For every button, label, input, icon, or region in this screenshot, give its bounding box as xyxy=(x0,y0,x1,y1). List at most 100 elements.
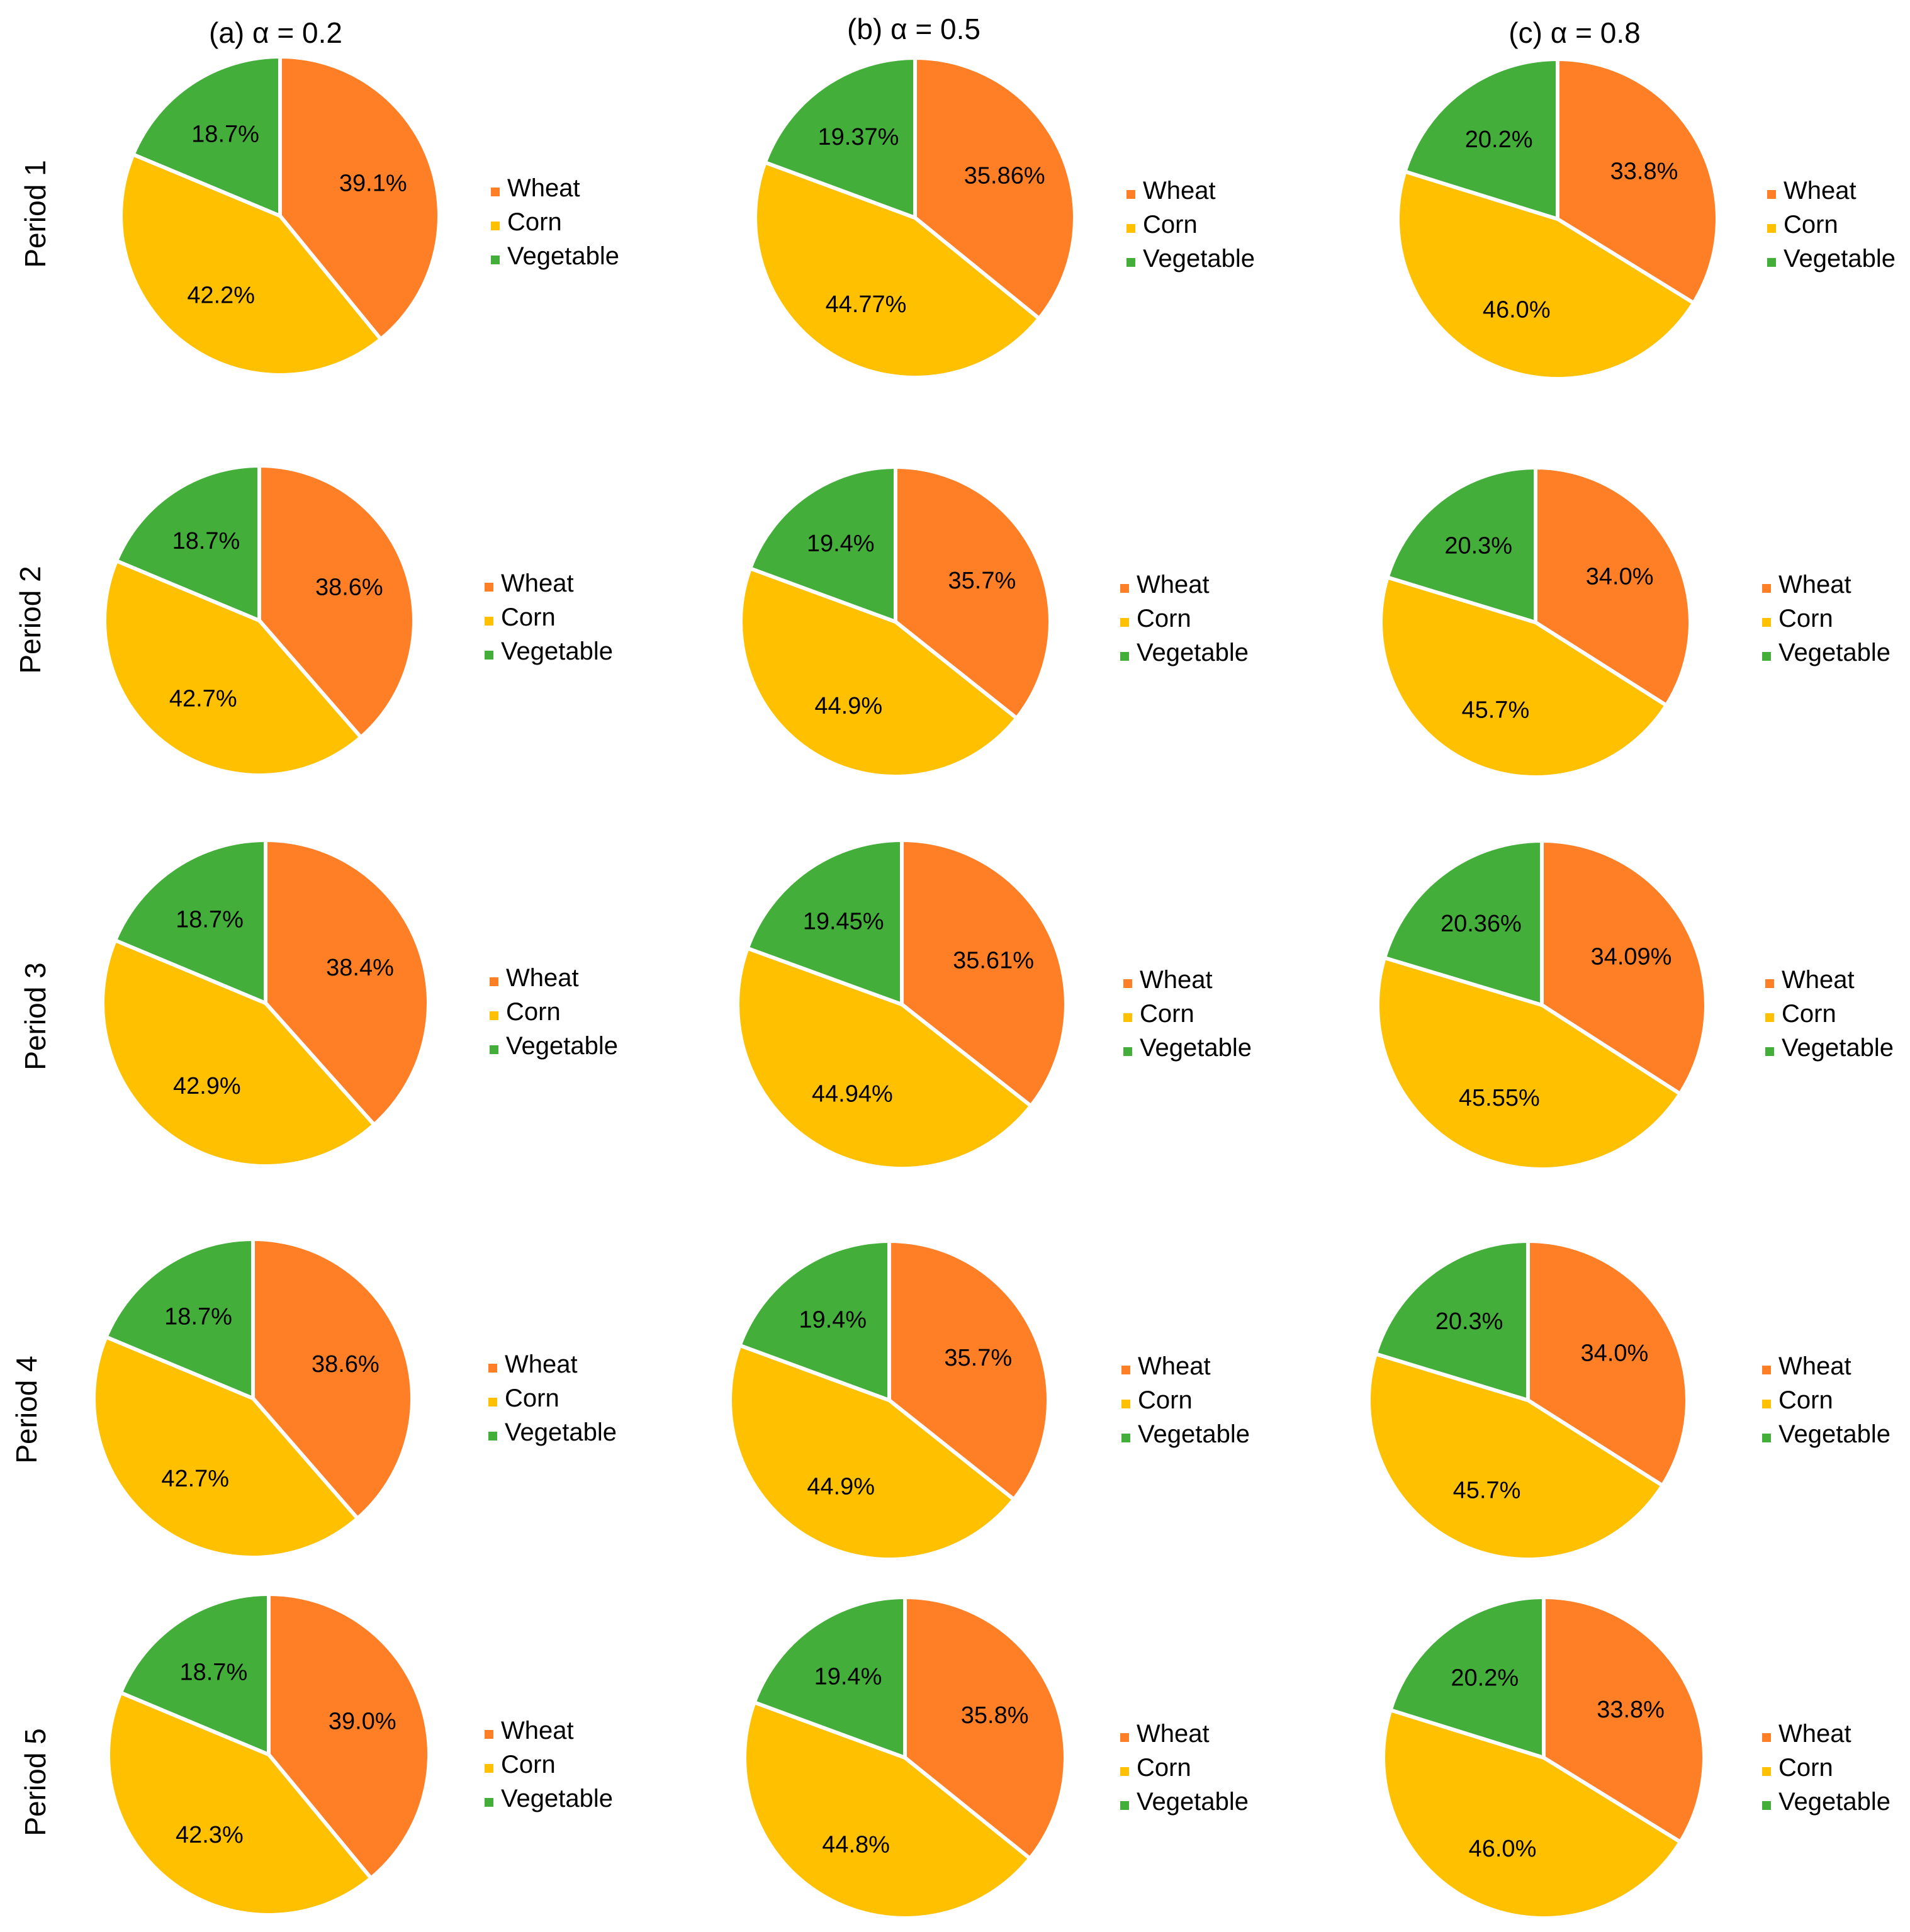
pie-panel-period-1-col1: 39.1% 42.2% 18.7% Wheat Corn Vegetable xyxy=(119,55,619,377)
pie-slice-wheat xyxy=(903,1595,1067,1861)
legend-swatch-vegetable xyxy=(485,1798,493,1807)
pie-slice-corn xyxy=(103,559,363,777)
legend-label-wheat: Wheat xyxy=(1140,966,1213,994)
pie-slice-vegetable xyxy=(752,1595,907,1760)
pie-slice-corn xyxy=(119,152,383,377)
legend-swatch-corn xyxy=(1126,224,1135,233)
legend-swatch-corn xyxy=(1765,1013,1774,1022)
pie-slice-wheat xyxy=(251,1237,414,1520)
slice-label-wheat: 35.61% xyxy=(953,947,1034,974)
legend-swatch-vegetable xyxy=(1762,652,1771,661)
legend-label-corn: Corn xyxy=(1778,1386,1833,1414)
legend-label-corn: Corn xyxy=(1143,211,1198,239)
pie-slice-corn xyxy=(92,1335,360,1559)
slice-label-wheat: 34.0% xyxy=(1586,564,1654,590)
slice-label-vegetable: 20.2% xyxy=(1465,126,1533,153)
slice-label-wheat: 35.7% xyxy=(944,1345,1012,1371)
pie-slice-corn xyxy=(1396,169,1696,381)
legend-label-wheat: Wheat xyxy=(506,964,579,992)
pie-slice-corn xyxy=(1367,1352,1665,1561)
slice-label-wheat: 35.7% xyxy=(948,568,1016,594)
slice-label-vegetable: 20.3% xyxy=(1435,1308,1503,1335)
pie-slice-vegetable xyxy=(113,838,267,1005)
legend-label-corn: Corn xyxy=(1140,1000,1194,1028)
legend-label-wheat: Wheat xyxy=(505,1351,578,1378)
slice-label-corn: 44.77% xyxy=(826,291,907,318)
pie-panel-period-1-col3: 33.8% 46.0% 20.2% Wheat Corn Vegetable xyxy=(1396,57,1896,381)
pie-panel-period-1-col2: 35.86% 44.77% 19.37% Wheat Corn Vegetable xyxy=(753,56,1255,379)
legend-swatch-vegetable xyxy=(488,1432,497,1441)
legend-swatch-vegetable xyxy=(1123,1047,1132,1056)
legend-label-corn: Corn xyxy=(507,208,562,236)
legend-swatch-corn xyxy=(485,1764,493,1773)
legend-label-wheat: Wheat xyxy=(1138,1352,1211,1380)
legend-label-wheat: Wheat xyxy=(1143,177,1216,205)
legend-label-wheat: Wheat xyxy=(1137,571,1210,598)
legend-label-corn: Corn xyxy=(501,1751,556,1778)
legend-swatch-wheat xyxy=(1762,584,1771,593)
pie-slice-vegetable xyxy=(745,838,904,1006)
legend-label-vegetable: Vegetable xyxy=(505,1418,617,1446)
legend-label-vegetable: Vegetable xyxy=(1143,245,1255,272)
legend-swatch-wheat xyxy=(490,977,498,986)
legend-label-wheat: Wheat xyxy=(501,570,574,597)
pie-panel-period-2-col2: 35.7% 44.9% 19.4% Wheat Corn Vegetable xyxy=(739,465,1249,779)
pie-slice-vegetable xyxy=(1388,1595,1546,1760)
pie-slice-corn xyxy=(1376,955,1682,1171)
pie-slice-vegetable xyxy=(104,1237,255,1400)
pie-slice-wheat xyxy=(257,464,416,739)
pie-slice-vegetable xyxy=(1373,1239,1530,1402)
row-label-period-4: Period 4 xyxy=(10,1356,43,1463)
pie-slice-wheat xyxy=(264,838,430,1127)
pie-slice-vegetable xyxy=(115,464,261,622)
column-title-a: (a) α = 0.2 xyxy=(209,16,342,49)
slice-label-corn: 45.7% xyxy=(1453,1478,1521,1504)
legend-label-corn: Corn xyxy=(1782,1000,1836,1028)
slice-label-corn: 45.7% xyxy=(1461,697,1529,724)
slice-label-wheat: 38.4% xyxy=(326,955,394,981)
legend-label-corn: Corn xyxy=(505,1384,559,1412)
pie-slice-vegetable xyxy=(1383,839,1544,1007)
legend-label-wheat: Wheat xyxy=(1778,571,1851,598)
slice-label-wheat: 33.8% xyxy=(1597,1697,1665,1723)
legend-label-wheat: Wheat xyxy=(1778,1720,1851,1748)
legend-swatch-corn xyxy=(1762,1767,1771,1776)
pie-slice-vegetable xyxy=(748,465,897,624)
legend-swatch-corn xyxy=(1762,1400,1771,1408)
pie-slice-corn xyxy=(1381,1708,1682,1920)
pie-slice-corn xyxy=(101,938,376,1168)
legend-swatch-corn xyxy=(1121,1400,1130,1408)
legend-label-vegetable: Vegetable xyxy=(1138,1420,1250,1448)
row-label-period-2: Period 2 xyxy=(14,566,47,673)
slice-label-corn: 44.94% xyxy=(812,1081,893,1107)
legend-label-wheat: Wheat xyxy=(1784,177,1857,205)
legend-label-wheat: Wheat xyxy=(501,1717,574,1744)
slice-label-corn: 42.9% xyxy=(173,1073,241,1099)
legend-swatch-vegetable xyxy=(1120,1801,1129,1810)
slice-label-vegetable: 19.4% xyxy=(807,531,875,557)
legend-swatch-corn xyxy=(1120,1767,1129,1776)
legend-label-wheat: Wheat xyxy=(1778,1352,1851,1380)
pie-panel-period-4-col3: 34.0% 45.7% 20.3% Wheat Corn Vegetable xyxy=(1367,1239,1890,1561)
slice-label-corn: 45.55% xyxy=(1459,1085,1540,1111)
legend-label-vegetable: Vegetable xyxy=(1140,1034,1252,1062)
pie-panel-period-5-col3: 33.8% 46.0% 20.2% Wheat Corn Vegetable xyxy=(1381,1595,1890,1920)
legend-swatch-wheat xyxy=(1123,979,1132,988)
pie-slice-corn xyxy=(728,1343,1016,1561)
legend-label-vegetable: Vegetable xyxy=(501,637,613,665)
legend-swatch-vegetable xyxy=(1767,258,1776,267)
legend-swatch-wheat xyxy=(1767,190,1776,199)
pie-panel-period-4-col1: 38.6% 42.7% 18.7% Wheat Corn Vegetable xyxy=(92,1237,617,1559)
slice-label-corn: 44.9% xyxy=(814,693,882,719)
pie-slice-wheat xyxy=(894,465,1053,721)
row-label-period-1: Period 1 xyxy=(19,160,52,267)
pie-panel-period-4-col2: 35.7% 44.9% 19.4% Wheat Corn Vegetable xyxy=(728,1239,1250,1561)
legend-label-wheat: Wheat xyxy=(507,174,580,202)
slice-label-vegetable: 18.7% xyxy=(176,906,244,933)
legend-swatch-wheat xyxy=(1120,1733,1129,1742)
legend-label-wheat: Wheat xyxy=(1782,966,1855,994)
row-label-period-3: Period 3 xyxy=(19,962,52,1070)
legend-label-corn: Corn xyxy=(1137,1754,1191,1782)
pie-panel-period-2-col1: 38.6% 42.7% 18.7% Wheat Corn Vegetable xyxy=(103,464,613,777)
legend-swatch-vegetable xyxy=(1126,258,1135,267)
